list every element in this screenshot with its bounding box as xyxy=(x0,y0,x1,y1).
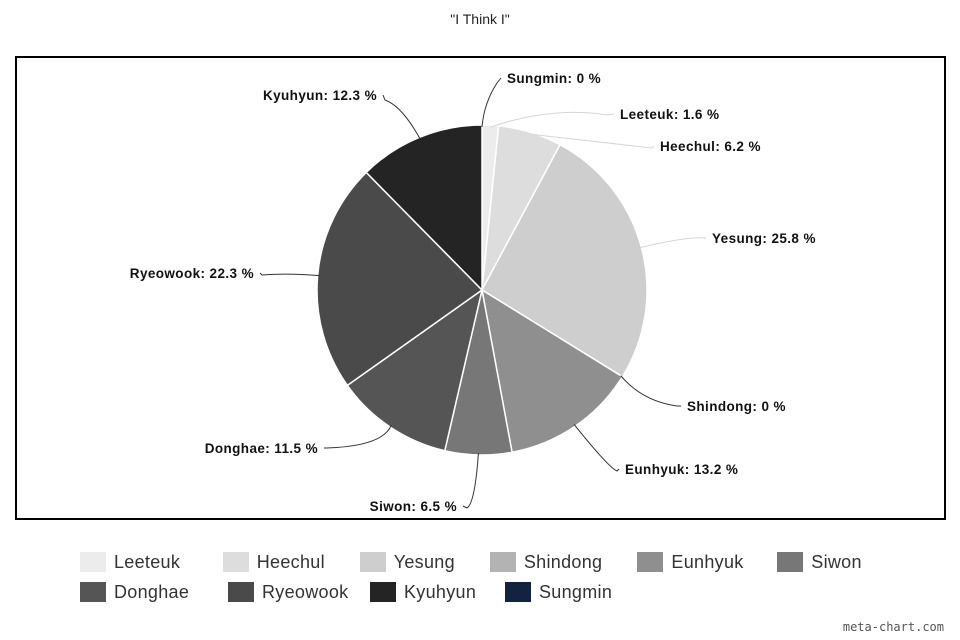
legend-item-donghae[interactable]: Donghae xyxy=(80,582,228,603)
slice-label-eunhyuk: Eunhyuk: 13.2 % xyxy=(625,462,738,477)
legend-item-yesung[interactable]: Yesung xyxy=(359,551,490,573)
legend-label: Kyuhyun xyxy=(404,581,477,602)
chart-title: "I Think I" xyxy=(450,11,510,27)
slice-label-shindong: Shindong: 0 % xyxy=(687,399,786,414)
slice-label-yesung: Yesung: 25.8 % xyxy=(712,231,816,246)
pie-slices xyxy=(316,124,648,456)
slice-label-kyuhyun: Kyuhyun: 12.3 % xyxy=(263,88,377,103)
slice-labels: Leeteuk: 1.6 % Heechul: 6.2 % Yesung: 25.8… xyxy=(130,71,816,514)
legend-swatch xyxy=(222,552,249,572)
legend-swatch xyxy=(370,582,396,602)
legend-swatch xyxy=(505,582,531,602)
credit-text: meta-chart.com xyxy=(842,620,944,634)
legend-row: Donghae Ryeowook Kyuhyun Sungmin xyxy=(80,577,920,607)
legend-label: Siwon xyxy=(811,551,862,572)
leader-line-eunhyuk xyxy=(573,424,620,472)
slice-label-leeteuk: Leeteuk: 1.6 % xyxy=(620,107,719,122)
legend-label: Sungmin xyxy=(539,581,613,602)
legend-swatch xyxy=(80,552,106,572)
legend-label: Heechul xyxy=(256,551,325,572)
legend-item-ryeowook[interactable]: Ryeowook xyxy=(228,582,370,603)
leader-line-sungmin xyxy=(481,77,502,128)
legend-label: Eunhyuk xyxy=(671,551,744,572)
legend-swatch xyxy=(637,552,664,572)
legend-item-sungmin[interactable]: Sungmin xyxy=(505,582,658,603)
pie-chart: Leeteuk: 1.6 % Heechul: 6.2 % Yesung: 25.8… xyxy=(130,71,816,514)
legend-swatch xyxy=(80,582,106,602)
leader-line-shindong xyxy=(620,375,681,407)
legend-item-shindong[interactable]: Shindong xyxy=(489,551,638,573)
legend-swatch xyxy=(359,552,386,572)
slice-label-heechul: Heechul: 6.2 % xyxy=(660,139,761,154)
leader-line-kyuhyun xyxy=(382,94,421,140)
leader-lines xyxy=(259,77,706,509)
slice-label-ryeowook: Ryeowook: 22.3 % xyxy=(130,266,254,281)
legend-swatch xyxy=(489,552,516,572)
legend-row: Leeteuk Heechul Yesung Shindong Eunhyuk … xyxy=(80,547,920,577)
legend-item-eunhyuk[interactable]: Eunhyuk xyxy=(637,552,777,573)
legend-label: Leeteuk xyxy=(114,551,181,572)
legend-label: Donghae xyxy=(114,581,190,602)
legend-label: Yesung xyxy=(393,551,455,572)
legend-item-siwon[interactable]: Siwon xyxy=(777,552,920,573)
leader-line-ryeowook xyxy=(259,272,320,277)
legend-label: Shindong xyxy=(523,551,603,572)
leader-line-heechul xyxy=(529,133,655,149)
legend-item-heechul[interactable]: Heechul xyxy=(222,551,360,573)
slice-label-siwon: Siwon: 6.5 % xyxy=(370,499,457,514)
legend-item-kyuhyun[interactable]: Kyuhyun xyxy=(370,582,505,603)
legend-item-leeteuk[interactable]: Leeteuk xyxy=(80,552,223,573)
leader-line-donghae xyxy=(324,425,392,449)
leader-line-yesung xyxy=(639,237,706,249)
legend-swatch xyxy=(228,582,254,602)
plot-area: Leeteuk: 1.6 % Heechul: 6.2 % Yesung: 25.8… xyxy=(15,56,946,520)
legend: Leeteuk Heechul Yesung Shindong Eunhyuk … xyxy=(80,547,920,607)
leader-line-siwon xyxy=(462,452,479,509)
legend-swatch xyxy=(777,552,804,572)
slice-label-sungmin: Sungmin: 0 % xyxy=(507,71,601,86)
leader-line-leeteuk xyxy=(490,111,615,128)
slice-label-donghae: Donghae: 11.5 % xyxy=(205,441,318,456)
legend-label: Ryeowook xyxy=(262,581,349,602)
